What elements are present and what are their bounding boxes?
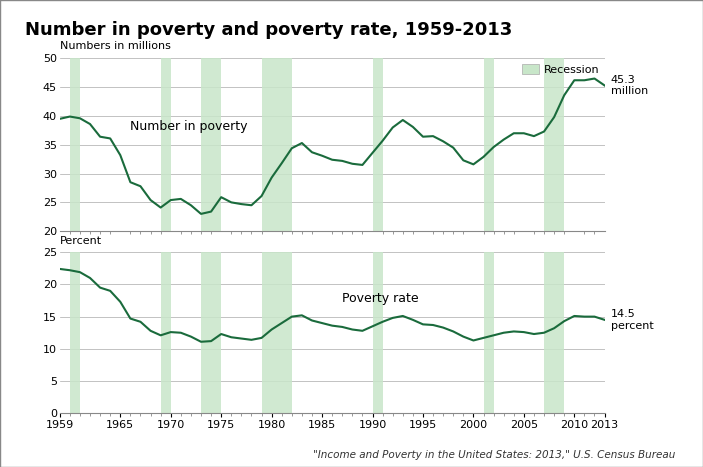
Bar (70, 58, 80, 231)
Bar (201, 58, 221, 231)
Bar (161, 252, 171, 413)
Bar (484, 58, 494, 231)
Legend: Recession: Recession (522, 64, 599, 75)
Text: Number in poverty and poverty rate, 1959-2013: Number in poverty and poverty rate, 1959… (25, 21, 512, 39)
Text: "Income and Poverty in the United States: 2013," U.S. Census Bureau: "Income and Poverty in the United States… (313, 450, 675, 460)
Text: 14.5
percent: 14.5 percent (611, 309, 653, 331)
Text: 45.3
million: 45.3 million (611, 75, 648, 96)
Bar (544, 58, 565, 231)
Text: Percent: Percent (60, 236, 102, 246)
Bar (484, 252, 494, 413)
Bar (262, 252, 292, 413)
Bar (373, 252, 382, 413)
Bar (70, 252, 80, 413)
Bar (201, 252, 221, 413)
Text: Poverty rate: Poverty rate (342, 292, 419, 305)
Text: Numbers in millions: Numbers in millions (60, 42, 171, 51)
Text: Number in poverty: Number in poverty (130, 120, 248, 134)
Bar (544, 252, 565, 413)
Bar (161, 58, 171, 231)
Bar (262, 58, 292, 231)
Bar (373, 58, 382, 231)
